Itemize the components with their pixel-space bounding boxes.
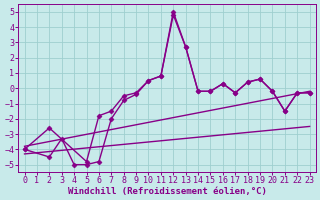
X-axis label: Windchill (Refroidissement éolien,°C): Windchill (Refroidissement éolien,°C) xyxy=(68,187,267,196)
